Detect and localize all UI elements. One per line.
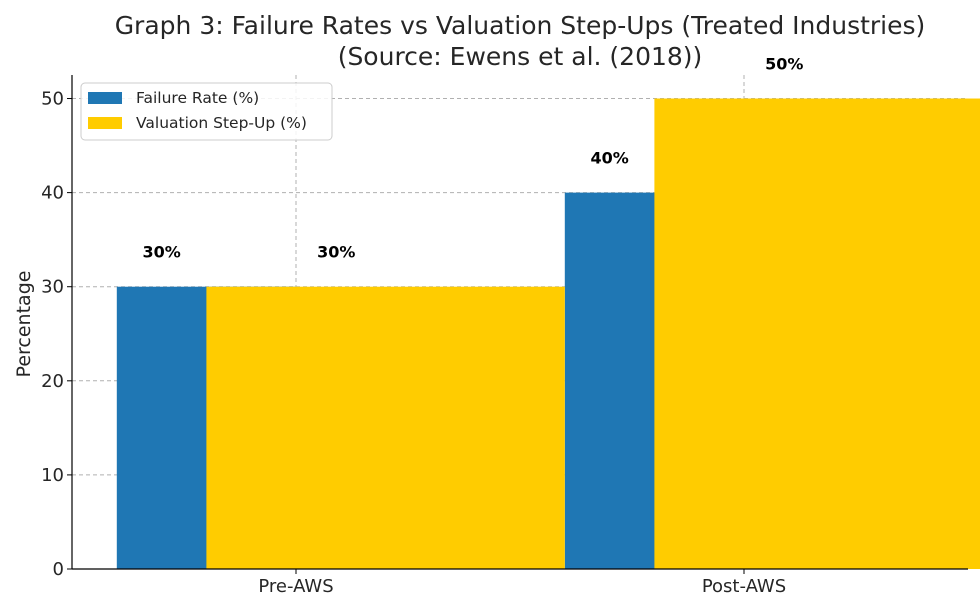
y-axis-label: Percentage (13, 271, 35, 378)
data-label-failure-rate-post-aws: 40% (590, 149, 628, 168)
y-tick-label: 10 (41, 465, 64, 486)
data-label-failure-rate-pre-aws: 30% (142, 243, 180, 262)
data-label-valuation-step-up-post-aws: 50% (765, 55, 803, 74)
y-tick-label: 0 (53, 559, 64, 580)
legend: Failure Rate (%) Valuation Step-Up (%) (80, 82, 333, 141)
legend-label-failure-rate: Failure Rate (%) (136, 89, 259, 107)
y-tick-label: 20 (41, 371, 64, 392)
bar-valuation-step-up-post-aws (654, 98, 980, 570)
data-labels: 30% 40% 30% 50% (142, 55, 803, 262)
chart-title: Graph 3: Failure Rates vs Valuation Step… (115, 11, 926, 71)
axes: 0 10 20 30 40 50 Pre-AWS Post-AWS (41, 75, 968, 597)
y-tick-label: 30 (41, 277, 64, 298)
x-tick-label-post-aws: Post-AWS (702, 576, 786, 597)
chart-title-line-1: Graph 3: Failure Rates vs Valuation Step… (115, 11, 926, 40)
legend-swatch-valuation-step-up (88, 117, 122, 129)
x-tick-label-pre-aws: Pre-AWS (258, 576, 333, 597)
legend-label-valuation-step-up: Valuation Step-Up (%) (136, 114, 307, 132)
legend-frame (80, 82, 333, 141)
y-tick-label: 50 (41, 89, 64, 110)
legend-swatch-failure-rate (88, 92, 122, 104)
bars (116, 98, 980, 570)
y-tick-label: 40 (41, 183, 64, 204)
chart-title-line-2: (Source: Ewens et al. (2018)) (338, 42, 703, 71)
bar-valuation-step-up-pre-aws (206, 286, 565, 569)
data-label-valuation-step-up-pre-aws: 30% (317, 243, 355, 262)
